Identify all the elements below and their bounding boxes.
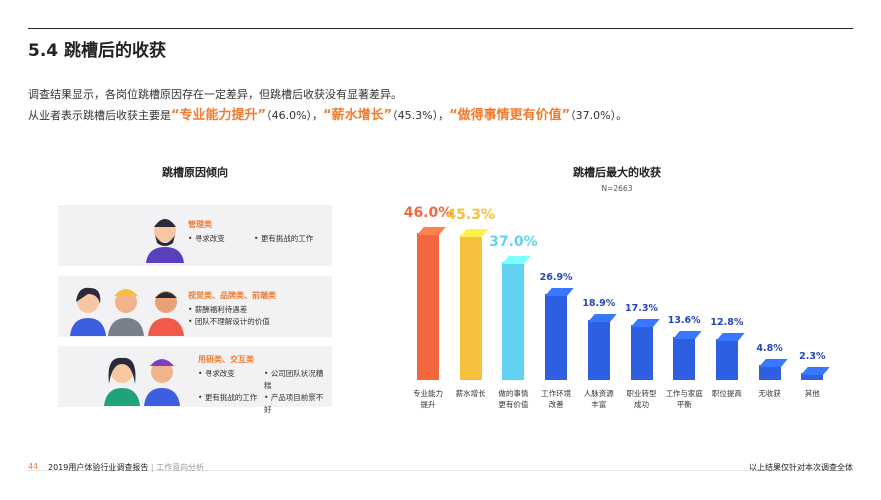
group-box: 管理类寻求改变更有挑战的工作 [58, 205, 332, 266]
value-label: 45.3% [446, 207, 495, 224]
x-tick-label: 工作环境 改善 [541, 389, 572, 409]
value-label: 26.9% [539, 272, 573, 284]
value-label: 4.8% [756, 342, 783, 354]
bar [630, 324, 653, 380]
x-tick-label: 人脉资源 丰富 [583, 389, 614, 409]
group-items: 寻求改变更有挑战的工作 [188, 233, 328, 245]
header-rule [28, 28, 853, 29]
reason-item: 公司团队状况糟糕 [264, 368, 330, 392]
value-label: 17.3% [625, 302, 658, 314]
reason-item: 更有挑战的工作 [254, 233, 320, 245]
intro-text: “薪水增长” [323, 108, 393, 123]
reason-item: 寻求改变 [188, 233, 254, 245]
x-tick-label: 做的事情 更有价值 [498, 389, 529, 409]
value-label: 18.9% [582, 297, 616, 309]
avatars [104, 357, 180, 406]
x-tick-label: 其他 [804, 389, 820, 398]
reason-item: 团队不理解设计的价值 [188, 316, 298, 328]
group-title: 管理类 [188, 220, 212, 229]
intro-text: “做得事情更有价值” [449, 108, 571, 123]
intro-line: 从业者表示跳槽后收获主要是“专业能力提升”（46.0%），“薪水增长”（45.3… [28, 104, 627, 123]
value-label: 12.8% [710, 317, 744, 329]
intro-text: “专业能力提升” [171, 108, 267, 123]
intro-text: （46.0%）， [266, 109, 324, 122]
x-tick-label: 职业转型 成功 [626, 389, 657, 409]
page-title: 5.4 跳槽后的收获 [28, 41, 167, 61]
bar [417, 233, 439, 380]
group-items: 薪酬福利待遇差团队不理解设计的价值 [188, 304, 298, 328]
footer-report: 2019用户体验行业调查报告 | 工作意向分析 [48, 463, 205, 472]
group-box: 用研类、交互类寻求改变公司团队状况糟糕更有挑战的工作产品项目前景不好 [58, 346, 332, 414]
reason-item: 薪酬福利待遇差 [188, 304, 298, 316]
bar [801, 372, 824, 380]
chart-title: 跳槽后最大的收获 [573, 166, 661, 179]
value-label: 13.6% [667, 314, 701, 326]
group-title: 用研类、交互类 [198, 355, 254, 364]
reason-item: 更有挑战的工作 [198, 392, 264, 416]
footer-note: 以上结果仅针对本次调查全体 [749, 463, 853, 472]
bar [758, 364, 781, 380]
bar [587, 319, 610, 380]
report-name: 2019用户体验行业调查报告 [48, 463, 149, 472]
bar [715, 339, 738, 380]
reason-item: 寻求改变 [198, 368, 264, 392]
panel-title: 跳槽原因倾向 [162, 166, 228, 179]
value-label: 37.0% [489, 233, 538, 250]
x-tick-label: 职位提高 [711, 389, 742, 398]
intro-text: 从业者表示跳槽后收获主要是 [28, 109, 171, 122]
value-label: 2.3% [799, 350, 826, 362]
bar [502, 261, 525, 380]
bar [459, 235, 482, 380]
reason-item: 产品项目前景不好 [264, 392, 330, 416]
x-tick-label: 无收获 [758, 389, 781, 398]
group-items: 寻求改变公司团队状况糟糕更有挑战的工作产品项目前景不好 [198, 368, 338, 416]
x-tick-label: 薪水增长 [455, 389, 486, 398]
group-box: 视觉类、品牌类、前端类薪酬福利待遇差团队不理解设计的价值 [58, 276, 332, 337]
chart-subtitle: N=2663 [601, 184, 633, 193]
intro-text: （37.0%）。 [570, 109, 628, 122]
avatars [70, 287, 184, 336]
x-tick-label: 专业能力 提升 [413, 389, 443, 409]
footer-rule [28, 470, 853, 471]
x-tick-label: 工作与家庭 平衡 [665, 389, 703, 409]
value-label: 46.0% [403, 205, 453, 221]
bar [673, 336, 696, 380]
avatar [146, 219, 184, 263]
group-title: 视觉类、品牌类、前端类 [188, 291, 276, 300]
page-number: 44 [28, 462, 39, 471]
intro-text: （45.3%）， [392, 109, 450, 122]
bar [545, 294, 568, 380]
section-name: 工作意向分析 [156, 463, 205, 472]
intro-line: 调查结果显示，各岗位跳槽原因存在一定差异，但跳槽后收获没有显著差异。 [28, 88, 402, 101]
